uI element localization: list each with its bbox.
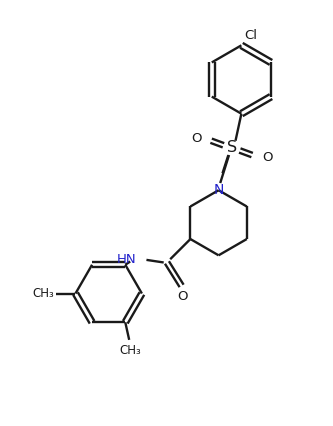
Text: O: O bbox=[262, 151, 272, 164]
Text: CH₃: CH₃ bbox=[32, 287, 54, 300]
Text: HN: HN bbox=[117, 253, 136, 266]
Text: N: N bbox=[213, 183, 224, 197]
Text: Cl: Cl bbox=[244, 29, 257, 42]
Text: S: S bbox=[226, 141, 237, 155]
Text: CH₃: CH₃ bbox=[119, 344, 141, 357]
Text: O: O bbox=[191, 132, 201, 144]
Text: O: O bbox=[177, 290, 187, 303]
